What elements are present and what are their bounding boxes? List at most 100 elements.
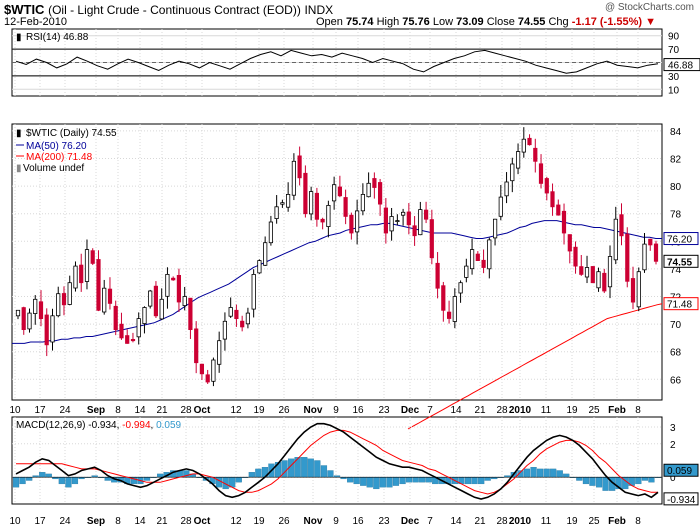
price-x-tick-label: 12 <box>230 405 242 416</box>
macd-histogram-bar <box>595 477 603 488</box>
candle-body <box>349 214 354 234</box>
macd-signal-line <box>16 429 658 495</box>
candle-body <box>228 307 233 317</box>
candle-body <box>102 287 107 313</box>
price-x-tick-label: 26 <box>278 405 290 416</box>
candle-body <box>441 285 446 311</box>
candle-body <box>521 138 526 153</box>
candle-body <box>15 309 21 317</box>
price-x-tick-label: 17 <box>34 405 46 416</box>
price-legend-label: $WTIC (Daily) 74.55 <box>26 128 117 139</box>
candle-body <box>510 163 515 182</box>
candle-body <box>469 249 475 270</box>
candle-body <box>61 293 67 306</box>
candle-body <box>377 182 383 205</box>
candle-body <box>165 273 170 297</box>
open-value: 75.74 <box>345 16 374 28</box>
candle-body <box>383 207 389 234</box>
rsi-tick-label: 10 <box>668 85 680 96</box>
candle-body <box>602 272 607 292</box>
candle-body <box>67 282 72 305</box>
macd-histogram-bar <box>484 477 491 481</box>
candle-body <box>171 277 176 281</box>
macd-histogram-bar <box>12 477 20 488</box>
macd-histogram-bar <box>39 472 46 478</box>
candle-body <box>33 298 38 314</box>
macd-histogram-bar <box>399 477 406 485</box>
candle-body <box>527 137 532 146</box>
macd-histogram-bar <box>301 457 308 478</box>
macd-histogram-bar <box>648 477 655 483</box>
macd-histogram-bar <box>143 477 151 481</box>
price-x-tick-label: 19 <box>566 405 578 416</box>
candle-body <box>584 267 590 278</box>
rsi-title: RSI(14) 46.88 <box>26 32 89 43</box>
chart-date: 12-Feb-2010 <box>4 16 67 28</box>
close-last-box <box>663 254 699 268</box>
low-label: Low <box>432 16 454 28</box>
candle-body <box>274 206 279 220</box>
macd-histogram-bar <box>576 477 583 481</box>
candle-body <box>561 210 567 234</box>
candle-body <box>395 220 400 223</box>
candle-body <box>452 296 457 322</box>
macd-histogram-bar <box>523 468 531 478</box>
macd-histogram-bar <box>471 477 478 485</box>
macd-x-tick-label: 21 <box>156 516 168 527</box>
macd-histogram-bar <box>563 473 570 478</box>
macd-last-value: -0.934 <box>667 495 696 506</box>
candle-body <box>199 363 204 375</box>
macd-histogram-bar <box>215 477 223 488</box>
price-x-tick-label: 14 <box>134 405 146 416</box>
macd-histogram-bar <box>366 477 373 488</box>
candle-body <box>136 318 141 338</box>
candle-body <box>44 314 49 346</box>
quote-summary: Open 75.74 High 75.76 Low 73.09 Close 74… <box>316 16 656 28</box>
macd-histogram-bar <box>71 477 79 485</box>
chg-value: -1.17 (-1.55%) <box>571 16 643 28</box>
candle-body <box>423 209 429 220</box>
candle-body <box>607 256 613 288</box>
chg-label: Chg <box>548 16 569 28</box>
macd-x-tick-label: Nov <box>304 516 323 527</box>
macd-histogram-bar <box>419 477 426 483</box>
histogram-legend-value: 0.059 <box>156 420 181 431</box>
candle-body <box>573 246 578 267</box>
candle-body <box>533 147 538 162</box>
candle-body <box>648 238 653 246</box>
macd-title: MACD(12,26,9) -0.934, -0.994, 0.059 <box>16 420 182 431</box>
price-tick-label: 74 <box>670 265 682 276</box>
macd-histogram-bar <box>294 457 301 478</box>
macd-histogram-bar <box>26 477 33 481</box>
macd-x-tick-label: Feb <box>608 516 626 527</box>
high-value: 75.76 <box>402 16 430 28</box>
candle-body <box>119 323 124 339</box>
candle-body <box>596 271 601 289</box>
candle-body <box>498 196 503 217</box>
exchange-label: INDX <box>304 3 334 17</box>
ma200-last-value: 71.48 <box>667 300 692 311</box>
macd-histogram-bar <box>635 477 642 485</box>
macd-histogram-bar <box>536 468 544 478</box>
price-tick-label: 84 <box>670 127 682 138</box>
candle-body <box>153 285 158 317</box>
price-x-tick-label: 24 <box>59 405 71 416</box>
candle-body <box>567 234 572 252</box>
candle-body <box>653 243 659 262</box>
macd-legend-label: MACD(12,26,9) <box>16 420 88 431</box>
chart-title: $WTIC (Oil - Light Crude - Continuous Co… <box>4 2 333 17</box>
macd-histogram-bar <box>425 477 432 483</box>
price-legend-icon: ▮ <box>16 128 22 139</box>
candle-body <box>579 266 584 275</box>
macd-x-tick-label: 19 <box>566 516 578 527</box>
candle-body <box>205 374 210 383</box>
price-tick-label: 70 <box>670 320 682 331</box>
candle-body <box>429 219 434 259</box>
price-x-tick-label: 2010 <box>509 405 532 416</box>
close-value: 74.55 <box>517 16 546 28</box>
price-x-tick-label: Dec <box>401 405 420 416</box>
candle-body <box>38 301 44 319</box>
candle-body <box>176 274 181 303</box>
candle-body <box>251 273 256 310</box>
macd-legend-sep: , <box>117 420 123 431</box>
